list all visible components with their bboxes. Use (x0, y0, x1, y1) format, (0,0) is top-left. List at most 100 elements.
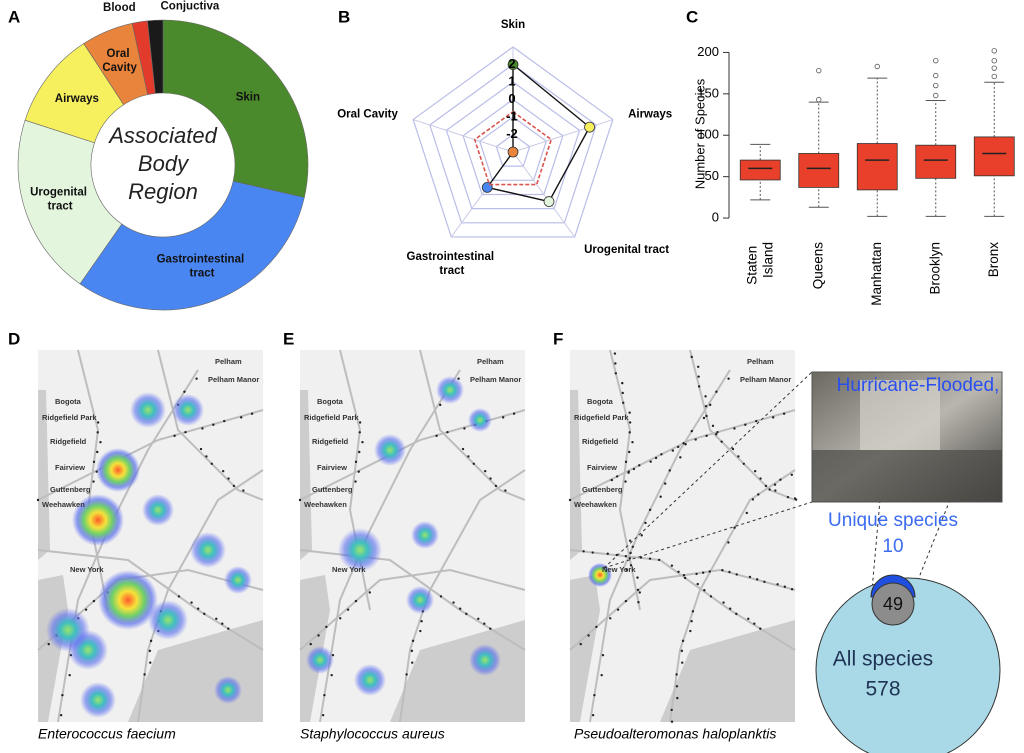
subway-stop (615, 475, 619, 478)
subway-stop (768, 488, 771, 491)
subway-stop (733, 427, 736, 430)
subway-stop (696, 582, 699, 586)
subway-stop (579, 642, 582, 646)
subway-stop (339, 617, 342, 620)
subway-stop (195, 377, 198, 380)
donut-label: Conjuctiva (161, 0, 220, 12)
subway-stop (298, 498, 302, 502)
subway-stop (628, 450, 631, 454)
subway-stop (747, 617, 750, 620)
subway-stop (753, 469, 757, 473)
heat-spot (72, 494, 124, 546)
subway-stop (697, 375, 700, 378)
box (739, 159, 781, 181)
venn-shared-value: 49 (883, 594, 903, 614)
subway-stop (568, 498, 572, 502)
map-place-label: Bogota (587, 397, 614, 406)
subway-stop (691, 610, 695, 613)
subway-stop (625, 568, 629, 571)
donut-segment (17, 119, 123, 285)
subway-stop (705, 434, 708, 438)
map-place-label: Pelham Manor (740, 375, 791, 384)
subway-stop (461, 447, 465, 451)
heat-spot (148, 600, 188, 640)
map-road (37, 549, 264, 651)
map: Bogota Ridgefield Park Ridgefield Fairview G… (568, 349, 798, 723)
subway-stop (670, 720, 674, 723)
map-place-label: Fairview (587, 463, 617, 472)
outlier (991, 48, 997, 54)
subway-stop (649, 460, 652, 463)
radar-axis-label: Airways (628, 109, 672, 121)
subway-stop (467, 455, 470, 458)
subway-stop (419, 629, 422, 633)
y-tick-label: 0 (712, 209, 719, 224)
outlier (816, 96, 822, 103)
map-caption: Staphylococcus aureus (300, 726, 445, 742)
donut-label: Airways (55, 93, 99, 105)
radar-grid-ring (445, 81, 581, 210)
radar-axis (512, 151, 576, 238)
subway-stop (709, 403, 712, 407)
subway-stop (501, 416, 505, 419)
subway-stop (250, 412, 254, 415)
subway-stop (654, 456, 658, 460)
subway-stop (92, 480, 95, 483)
subway-stop (358, 431, 361, 434)
panel-label: F (553, 329, 563, 348)
x-tick-label: Bronx (986, 242, 1001, 278)
map-place-label: New York (602, 565, 636, 574)
subway-stop (774, 489, 777, 492)
subway-stop (36, 498, 40, 502)
venn-shared-circle (871, 582, 915, 626)
venn-all-value: 578 (865, 678, 900, 701)
subway-stop (640, 534, 643, 537)
subway-stop (177, 595, 181, 598)
y-axis-title: Number of Species (692, 78, 707, 189)
y-tick-label: 200 (697, 44, 719, 59)
subway-stop (682, 442, 685, 445)
subway-stop (682, 573, 686, 577)
map-place-label: Guttenberg (582, 485, 623, 494)
map-road (419, 349, 526, 501)
subway-stop (627, 471, 630, 474)
subway-stop (458, 607, 462, 610)
subway-stop (676, 696, 679, 700)
subway-stop (215, 617, 218, 620)
box (798, 153, 840, 188)
map-place-label: Pelham Manor (470, 375, 521, 384)
subway-stop (504, 489, 507, 492)
venn-unique-value: 10 (882, 536, 903, 557)
subway-stop (317, 634, 320, 637)
subway-stop (720, 440, 723, 443)
subway-stop (494, 484, 498, 488)
subway-stop (99, 440, 102, 444)
subway-stop (149, 639, 153, 643)
subway-stop (709, 595, 713, 598)
subway-stop (201, 427, 204, 430)
subway-stop (637, 601, 640, 604)
subway-stop (600, 673, 603, 677)
donut-label: Skin (236, 91, 260, 103)
x-tick-label: Brooklyn (927, 242, 942, 295)
panel-label: D (8, 329, 20, 348)
map-road (77, 349, 109, 611)
map-place-label: Ridgefield Park (304, 413, 359, 422)
x-tick-label: Queens (810, 242, 825, 290)
subway-stop (621, 391, 624, 395)
connector (913, 499, 951, 591)
subway-stop (621, 381, 624, 385)
subway-stop (684, 443, 687, 446)
subway-stop (321, 713, 325, 717)
subway-stop (727, 377, 730, 380)
subway-stop (679, 456, 682, 459)
subway-stop (410, 649, 414, 653)
subway-stop (690, 429, 693, 433)
radar-point (584, 121, 595, 133)
subway-stop (205, 455, 208, 458)
subway-stop (325, 625, 328, 629)
subway-stop (757, 493, 760, 496)
map-caption: Pseudoalteromonas haloplanktis (574, 726, 776, 742)
map-place-label: Pelham (747, 357, 774, 366)
subway-stop (242, 489, 245, 492)
